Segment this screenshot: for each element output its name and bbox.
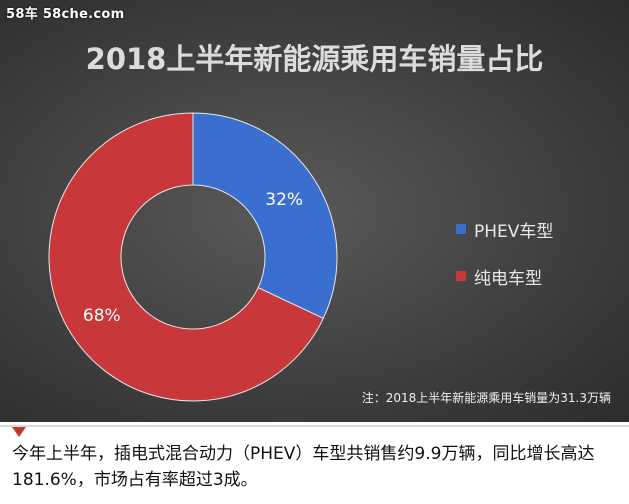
donut-chart: 32% 68% (48, 112, 338, 402)
slice-label-ev: 68% (83, 306, 121, 326)
legend-swatch-ev (456, 271, 466, 281)
caption-marker-icon (12, 427, 26, 437)
chart-title: 2018上半年新能源乘用车销量占比 (85, 42, 544, 76)
chart-area: 58车 58che.com 2018上半年新能源乘用车销量占比 32% 68% P… (0, 0, 629, 422)
divider (0, 425, 629, 427)
chart-legend: PHEV车型 纯电车型 (456, 214, 553, 308)
caption-text: 今年上半年，插电式混合动力（PHEV）车型共销售约9.9万辆，同比增长高达181… (12, 444, 595, 490)
site-watermark: 58车 58che.com (6, 7, 125, 22)
sales-note: 注：2018上半年新能源乘用车销量为31.3万辆 (361, 391, 611, 405)
legend-label-phev: PHEV车型 (474, 221, 554, 242)
legend-label-ev: 纯电车型 (474, 268, 542, 289)
legend-swatch-phev (456, 224, 466, 234)
legend-item-ev: 纯电车型 (456, 261, 553, 291)
slice-ev (48, 112, 324, 402)
legend-item-phev: PHEV车型 (456, 214, 553, 244)
slice-label-phev: 32% (265, 190, 303, 210)
slice-phev (192, 112, 338, 319)
